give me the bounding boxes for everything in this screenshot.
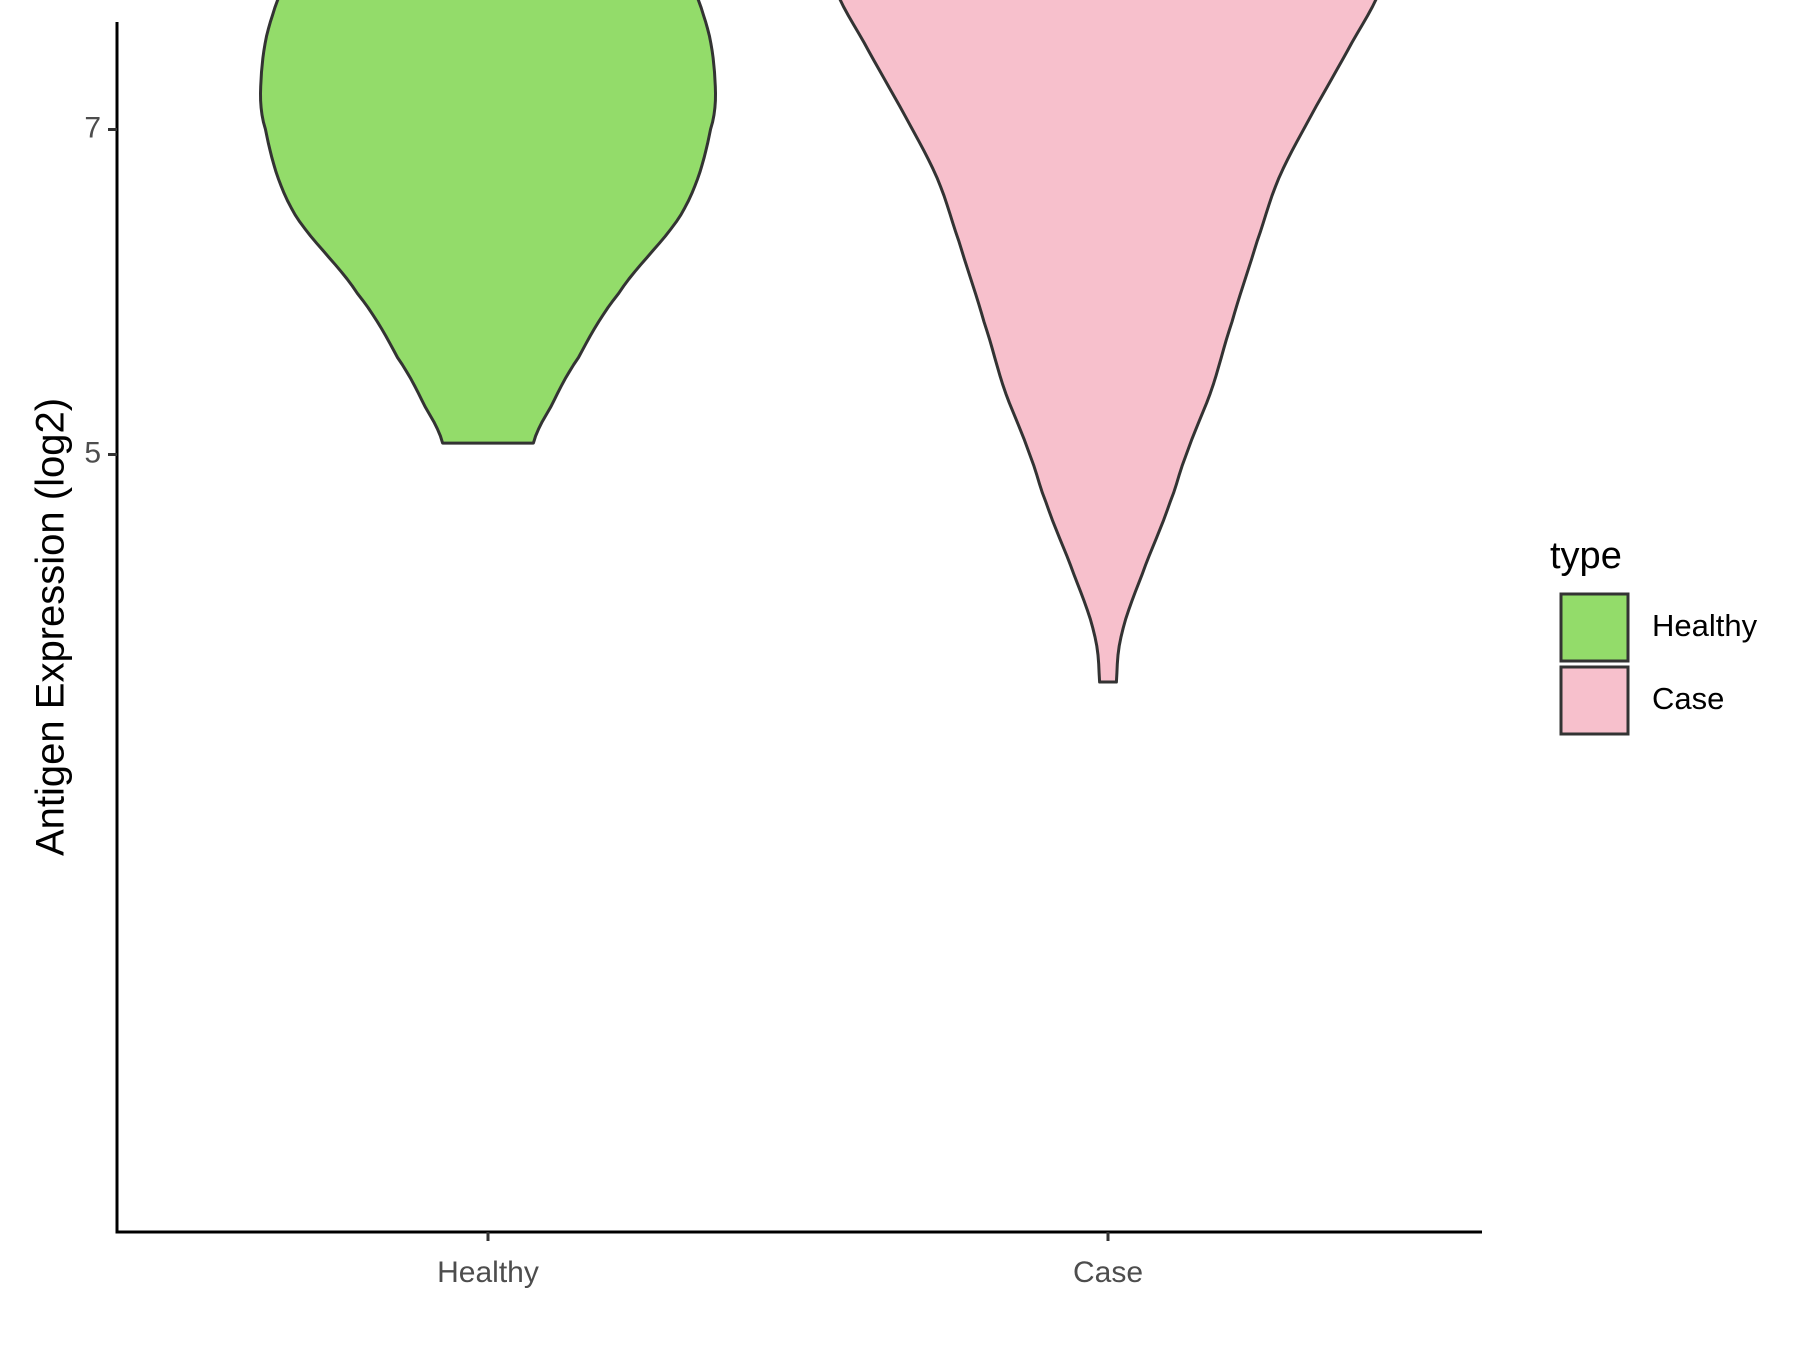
x-ticks: Healthy Case bbox=[437, 1232, 1143, 1289]
x-tick-label-healthy: Healthy bbox=[437, 1256, 539, 1289]
y-axis-title: Antigen Expression (log2) bbox=[29, 398, 73, 856]
y-ticks: 579 bbox=[84, 111, 117, 469]
violin-case bbox=[838, 0, 1378, 684]
violins-layer bbox=[259, 0, 1378, 684]
legend-key-healthy bbox=[1559, 592, 1630, 663]
legend-label-healthy: Healthy bbox=[1652, 608, 1758, 643]
legend-title: type bbox=[1550, 535, 1622, 577]
legend: type Healthy Case bbox=[1550, 535, 1758, 736]
legend-key-case bbox=[1559, 665, 1630, 736]
legend-entries: Healthy Case bbox=[1559, 592, 1758, 736]
y-tick-label: 5 bbox=[84, 436, 101, 469]
legend-label-case: Case bbox=[1652, 681, 1724, 716]
violin-healthy bbox=[259, 0, 717, 445]
y-tick-label: 7 bbox=[84, 111, 101, 144]
x-tick-label-case: Case bbox=[1073, 1256, 1143, 1289]
